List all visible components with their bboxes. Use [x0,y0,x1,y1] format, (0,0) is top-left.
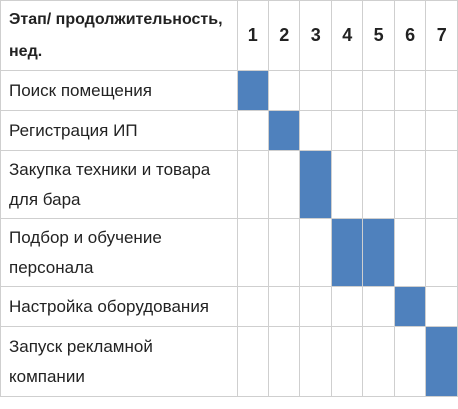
empty-cell [393,70,427,111]
empty-cell [299,286,332,327]
gantt-bar-week-2 [267,110,301,151]
empty-cell [236,326,269,397]
empty-cell [425,70,458,111]
gantt-bar-week-5 [362,218,395,287]
stage-name: Поиск помещения [0,70,238,111]
empty-cell [393,218,427,287]
empty-cell [236,218,269,287]
empty-cell [425,286,458,327]
stage-name: Подбор и обучение персонала [0,218,238,287]
stage-column-header: Этап/ продолжительность, нед. [0,0,238,71]
stage-row: Поиск помещения [0,70,458,111]
week-header-1: 1 [236,0,269,71]
stage-row: Регистрация ИП [0,110,458,151]
empty-cell [267,218,301,287]
empty-cell [330,110,364,151]
stage-row: Закупка техники и товара для бара [0,150,458,219]
empty-cell [425,110,458,151]
empty-cell [267,326,301,397]
week-header-2: 2 [267,0,301,71]
empty-cell [362,150,395,219]
empty-cell [267,70,301,111]
week-header-5: 5 [362,0,395,71]
empty-cell [393,150,427,219]
empty-cell [425,150,458,219]
empty-cell [425,218,458,287]
stage-name: Запуск рекламной компании [0,326,238,397]
stage-name: Настройка оборудования [0,286,238,327]
week-header-3: 3 [299,0,332,71]
week-header-4: 4 [330,0,364,71]
empty-cell [362,110,395,151]
empty-cell [362,70,395,111]
empty-cell [330,150,364,219]
week-header-7: 7 [425,0,458,71]
empty-cell [236,286,269,327]
stage-name: Закупка техники и товара для бара [0,150,238,219]
empty-cell [330,326,364,397]
empty-cell [393,110,427,151]
empty-cell [330,70,364,111]
gantt-bar-week-1 [236,70,269,111]
empty-cell [362,286,395,327]
gantt-bar-week-7 [425,326,458,397]
gantt-bar-week-6 [393,286,427,327]
stage-name: Регистрация ИП [0,110,238,151]
stage-row: Подбор и обучение персонала [0,218,458,287]
week-header-6: 6 [393,0,427,71]
gantt-bar-week-3 [299,150,332,219]
empty-cell [299,326,332,397]
empty-cell [393,326,427,397]
empty-cell [236,150,269,219]
empty-cell [299,110,332,151]
empty-cell [330,286,364,327]
empty-cell [267,150,301,219]
empty-cell [299,70,332,111]
empty-cell [236,110,269,151]
stage-row: Запуск рекламной компании [0,326,458,397]
gantt-bar-week-4 [330,218,364,287]
empty-cell [267,286,301,327]
gantt-body: Поиск помещения Регистрация ИП Закупка тех… [0,70,458,397]
empty-cell [362,326,395,397]
stage-row: Настройка оборудования [0,286,458,327]
empty-cell [299,218,332,287]
